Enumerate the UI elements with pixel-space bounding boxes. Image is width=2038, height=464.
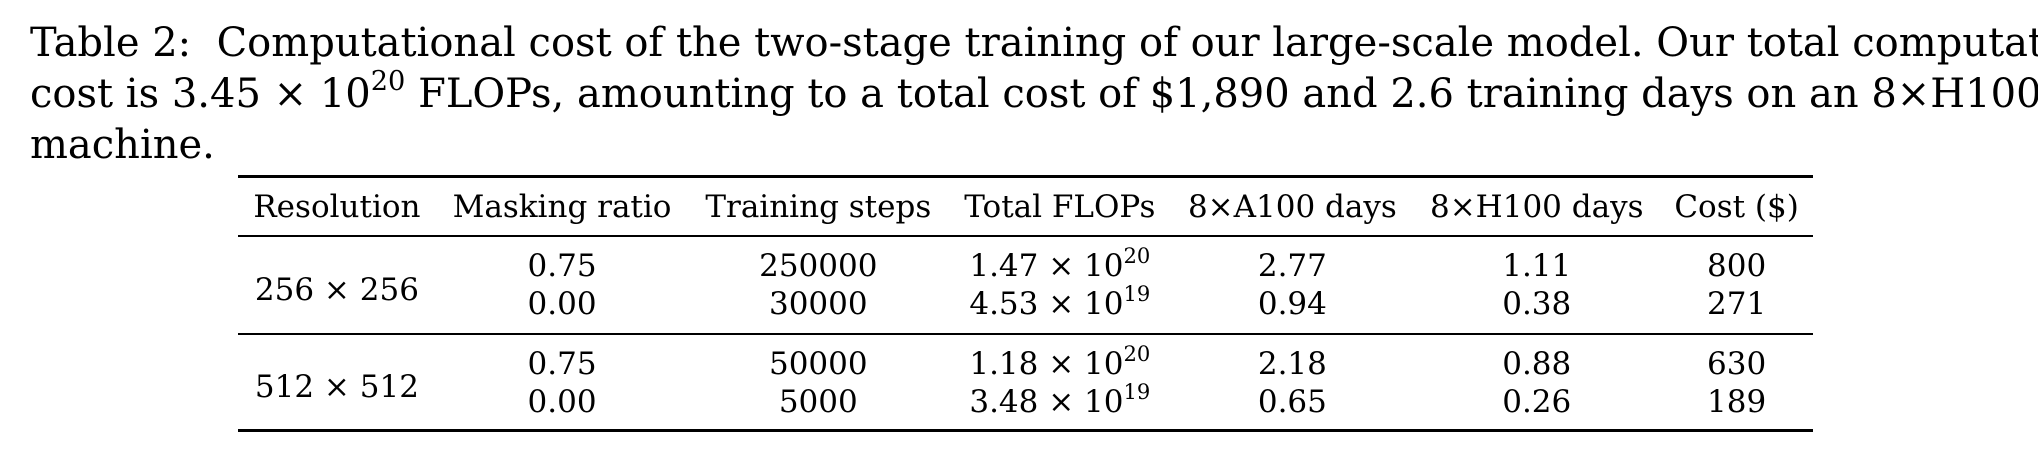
h100-days-cell: 0.88 [1502,346,1572,382]
header-masking-ratio: Masking ratio [452,188,672,225]
header-total-flops: Total FLOPs [964,188,1156,225]
resolution-cell: 256 × 256 [254,272,419,308]
a100-days-cell: 2.77 [1257,248,1327,284]
total-flops-cell: 3.48 × 1019 [948,381,1171,431]
table-group-512: 512 × 512 0.75 50000 1.18 × 1020 2.18 0.… [238,334,1813,431]
masking-ratio-cell: 0.00 [527,286,597,322]
header-cost: Cost ($) [1674,188,1799,225]
header-h100-days: 8×H100 days [1429,188,1644,225]
table-row: 512 × 512 0.75 50000 1.18 × 1020 2.18 0.… [238,334,1813,405]
flops-mantissa: 1.47 × 10 [969,248,1124,284]
a100-days-cell: 0.94 [1257,286,1327,322]
flops-mantissa: 3.48 × 10 [969,384,1124,420]
flops-exponent: 19 [1123,378,1151,404]
flops-exponent: 20 [1123,242,1151,268]
flops-exponent: 19 [1123,280,1151,306]
table-row: 0.00 5000 3.48 × 1019 0.65 0.26 189 [238,381,1813,431]
training-steps-cell: 30000 [768,286,868,322]
cost-cell: 189 [1707,384,1767,420]
table-caption: Table 2: Computational cost of the two-s… [30,18,2038,171]
caption-label: Table 2: [30,20,192,66]
total-flops-cell: 1.18 × 1020 [948,334,1171,383]
total-flops-cell: 4.53 × 1019 [948,283,1171,334]
header-resolution: Resolution [253,188,421,225]
h100-days-cell: 0.38 [1502,286,1572,322]
training-steps-cell: 50000 [768,346,868,382]
header-a100-days: 8×A100 days [1187,188,1397,225]
total-flops-cell: 1.47 × 1020 [948,236,1171,285]
caption-line-1: Table 2: Computational cost of the two-s… [30,18,2038,69]
table-header: Resolution Masking ratio Training steps … [238,176,1813,236]
training-steps-cell: 250000 [759,248,878,284]
flops-mantissa: 1.18 × 10 [969,346,1124,382]
cost-table: Resolution Masking ratio Training steps … [238,175,1813,432]
table-row: 256 × 256 0.75 250000 1.47 × 1020 2.77 1… [238,236,1813,308]
caption-text-1: Computational cost of the two-stage trai… [216,20,2038,66]
a100-days-cell: 2.18 [1257,346,1327,382]
flops-mantissa: 4.53 × 10 [969,286,1124,322]
header-row: Resolution Masking ratio Training steps … [238,176,1813,236]
table-row: 0.00 30000 4.53 × 1019 0.94 0.38 271 [238,283,1813,334]
header-training-steps: Training steps [705,188,932,225]
masking-ratio-cell: 0.75 [527,346,597,382]
caption-text-2a: cost is 3.45 × 10 [30,71,371,117]
flops-exponent: 20 [1123,340,1151,366]
cost-cell: 630 [1707,346,1767,382]
caption-line-3: machine. [30,120,2015,171]
cost-cell: 271 [1707,286,1767,322]
masking-ratio-cell: 0.00 [527,384,597,420]
training-steps-cell: 5000 [778,384,858,420]
masking-ratio-cell: 0.75 [527,248,597,284]
a100-days-cell: 0.65 [1257,384,1327,420]
caption-text-3: machine. [30,122,215,168]
cost-cell: 800 [1707,248,1767,284]
caption-text-2b: FLOPs, amounting to a total cost of $1,8… [405,71,2038,117]
resolution-cell: 512 × 512 [254,369,419,405]
h100-days-cell: 0.26 [1502,384,1572,420]
caption-line-2: cost is 3.45 × 1020 FLOPs, amounting to … [30,65,2038,120]
caption-text-2-sup: 20 [370,65,406,97]
h100-days-cell: 1.11 [1502,248,1572,284]
table-group-256: 256 × 256 0.75 250000 1.47 × 1020 2.77 1… [238,236,1813,334]
